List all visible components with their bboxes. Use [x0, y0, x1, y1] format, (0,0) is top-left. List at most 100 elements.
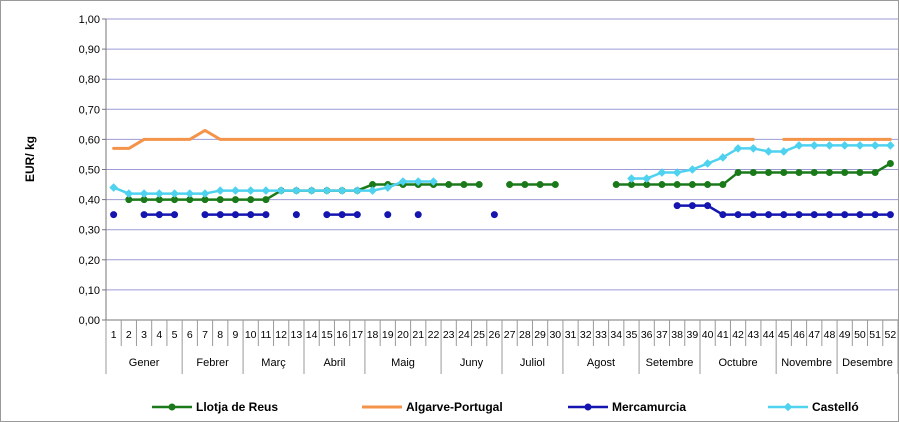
- data-point: [445, 181, 453, 189]
- data-point: [783, 402, 793, 412]
- week-label: 48: [824, 329, 836, 341]
- data-point: [231, 196, 239, 204]
- data-point: [110, 211, 118, 219]
- data-point: [795, 169, 803, 177]
- week-label: 33: [595, 329, 607, 341]
- week-label: 25: [473, 329, 485, 341]
- month-label: Març: [261, 357, 286, 369]
- legend-label: Algarve-Portugal: [406, 400, 503, 414]
- y-axis-label: EUR/ kg: [23, 136, 37, 182]
- week-label: 51: [869, 329, 881, 341]
- data-point: [490, 211, 498, 219]
- month-label: Febrer: [196, 357, 229, 369]
- week-label: 21: [412, 329, 424, 341]
- data-point: [337, 186, 347, 195]
- y-tick-label: 0,00: [79, 315, 100, 327]
- week-label: 3: [141, 329, 147, 341]
- data-point: [658, 181, 666, 189]
- data-point: [261, 186, 271, 195]
- data-point: [171, 211, 179, 219]
- month-label: Juny: [460, 357, 484, 369]
- week-label: 36: [641, 329, 653, 341]
- week-label: 4: [156, 329, 162, 341]
- week-label: 2: [126, 329, 132, 341]
- week-label: 12: [275, 329, 287, 341]
- week-label: 15: [321, 329, 333, 341]
- week-label: 17: [351, 329, 363, 341]
- legend-item: Castelló: [768, 400, 859, 414]
- data-point: [536, 181, 544, 189]
- week-label: 35: [626, 329, 638, 341]
- y-axis-ticks: 0,00 0,10 0,20 0,30 0,40 0,50 0,60 0,70 0,80 0,90…: [79, 14, 106, 327]
- data-point: [584, 403, 592, 411]
- week-label: 45: [778, 329, 790, 341]
- series-line: [112, 180, 435, 195]
- week-label: 30: [549, 329, 561, 341]
- data-point: [627, 174, 636, 183]
- data-point: [688, 202, 696, 210]
- series-llotja-de-reus: [125, 159, 894, 204]
- week-label: 29: [534, 329, 546, 341]
- data-point: [109, 183, 118, 192]
- data-point: [765, 169, 773, 177]
- data-point: [124, 189, 134, 198]
- week-label: 37: [656, 329, 668, 341]
- data-point: [216, 211, 224, 219]
- data-point: [779, 147, 789, 156]
- data-point: [764, 147, 773, 156]
- month-label: Desembre: [842, 357, 893, 369]
- data-point: [688, 181, 696, 189]
- data-point: [749, 169, 757, 177]
- data-point: [780, 169, 788, 177]
- week-label: 41: [717, 329, 729, 341]
- data-point: [825, 211, 833, 219]
- data-point: [886, 141, 895, 150]
- data-point: [215, 186, 225, 195]
- data-point: [200, 189, 210, 198]
- data-point: [384, 211, 392, 219]
- data-point: [612, 181, 620, 189]
- y-tick-label: 0,30: [79, 225, 100, 237]
- week-label: 10: [245, 329, 257, 341]
- legend-item: Llotja de Reus: [152, 400, 278, 414]
- data-point: [886, 159, 894, 167]
- legend: Llotja de Reus Algarve-Portugal Mercamurci…: [152, 400, 859, 414]
- week-label: 38: [671, 329, 683, 341]
- legend-item: Algarve-Portugal: [362, 400, 503, 414]
- data-point: [703, 159, 712, 168]
- x-axis-weeks: 1 2 3 4 5 6 7 8 9 10 11 12 13 14 15 16 17 18 19 20 21 22 23 24 2…: [105, 320, 899, 346]
- week-label: 27: [504, 329, 516, 341]
- data-point: [840, 141, 849, 150]
- data-point: [855, 141, 865, 150]
- series-line: [127, 183, 481, 201]
- y-tick-label: 0,40: [79, 195, 100, 207]
- y-tick-label: 1,00: [79, 14, 100, 26]
- data-point: [810, 169, 818, 177]
- data-point: [231, 211, 239, 219]
- data-point: [185, 189, 195, 198]
- week-label: 32: [580, 329, 592, 341]
- data-point: [809, 141, 819, 150]
- data-point: [139, 189, 149, 198]
- data-point: [262, 196, 270, 204]
- data-point: [475, 181, 483, 189]
- week-label: 14: [306, 329, 318, 341]
- legend-label: Mercamurcia: [612, 400, 686, 414]
- month-label: Octubre: [719, 357, 758, 369]
- week-label: 31: [565, 329, 577, 341]
- data-point: [429, 177, 438, 186]
- data-point: [810, 211, 818, 219]
- series-line: [112, 128, 755, 150]
- data-point: [765, 211, 773, 219]
- week-label: 44: [763, 329, 775, 341]
- legend-label: Castelló: [812, 400, 859, 414]
- data-point: [322, 186, 332, 195]
- week-label: 1: [111, 329, 117, 341]
- x-axis-months: Gener Febrer Març Abril Maig Juny Juliol Agost S…: [105, 346, 899, 374]
- data-point: [825, 169, 833, 177]
- data-point: [140, 211, 148, 219]
- data-point: [247, 196, 255, 204]
- data-point: [414, 211, 422, 219]
- week-label: 11: [260, 329, 271, 341]
